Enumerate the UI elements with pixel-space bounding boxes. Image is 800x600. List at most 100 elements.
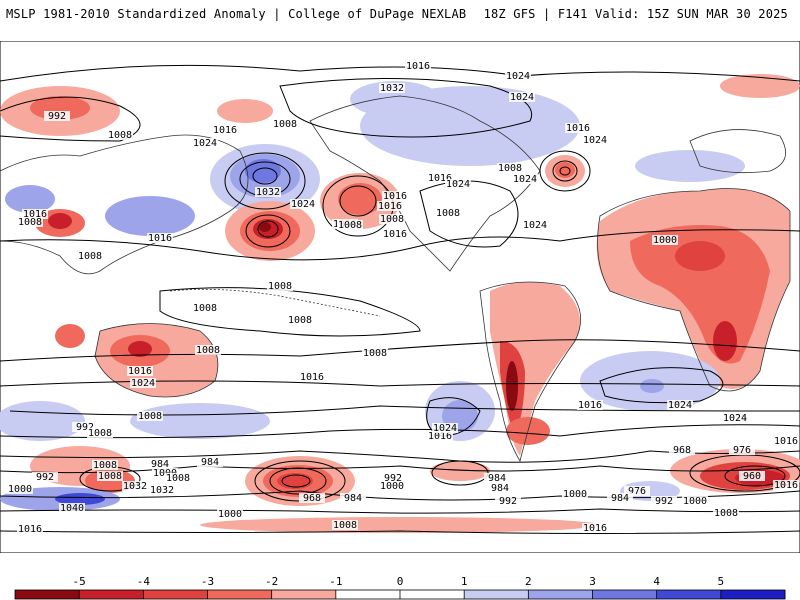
isobar-label: 1016 — [428, 173, 452, 184]
isobar-label: 1000 — [380, 481, 404, 492]
isobar-label: 1016 — [300, 372, 324, 383]
isobar-label: 1008 — [98, 471, 122, 482]
isobar-label: 992 — [76, 422, 94, 433]
isobar-label-bg — [565, 123, 591, 133]
isobar-label-bg — [127, 366, 153, 376]
isobar-label: 984 — [151, 459, 169, 470]
isobar-label-bg — [624, 486, 650, 496]
colorbar-tick-label: 2 — [525, 575, 532, 588]
isobar-label-bg — [212, 125, 238, 135]
colorbar-tick-label: -1 — [329, 575, 342, 588]
isobar-label: 992 — [384, 473, 402, 484]
isobar-label-bg — [147, 459, 173, 469]
colorbar-tick-label: 4 — [653, 575, 660, 588]
colorbar-swatch — [15, 590, 80, 599]
isobar-label: 1024 — [433, 423, 457, 434]
colorbar-swatch — [400, 590, 465, 599]
isobar-label-bg — [379, 481, 405, 491]
isobar-label: 976 — [733, 445, 751, 456]
isobar-label-bg — [722, 413, 748, 423]
isobar-label: 1024 — [523, 220, 547, 231]
isobar-label: 1008 — [196, 345, 220, 356]
isobar-label-bg — [72, 422, 98, 432]
isobar-label-bg — [405, 61, 431, 71]
isobar-label: 1016 — [23, 209, 47, 220]
isobar-label: 1040 — [60, 503, 84, 514]
isobar-label-bg — [729, 445, 755, 455]
isobar-label: 968 — [673, 445, 691, 456]
isobar-label: 1016 — [566, 123, 590, 134]
isobar-label-bg — [652, 235, 678, 245]
isobar-label-bg — [379, 214, 405, 224]
isobar-label: 1016 — [406, 61, 430, 72]
isobar-label-bg — [7, 484, 33, 494]
isobar-label: 976 — [628, 486, 646, 497]
isobar-label-bg — [272, 119, 298, 129]
isobar-label-bg — [651, 496, 677, 506]
isobar-label: 1008 — [436, 208, 460, 219]
colorbar-ticks: -5 -4 -3 -2 -1 0 1 2 3 4 5 — [73, 575, 724, 599]
isobar-label-bg — [107, 130, 133, 140]
isobar-label: 1024 — [513, 174, 537, 185]
isobar-label: 1016 — [128, 366, 152, 377]
isobar-label: 1016 — [383, 191, 407, 202]
isobar-label: 1008 — [273, 119, 297, 130]
isobar-label: 1024 — [668, 400, 692, 411]
isobar-label-bg — [97, 471, 123, 481]
isobar-label: 1032 — [123, 481, 147, 492]
isobar-label: 1008 — [166, 473, 190, 484]
isobar-label-bg — [195, 345, 221, 355]
isobar-label-bg — [667, 400, 693, 410]
isobar-label: 1016 — [583, 523, 607, 534]
isobar-label-bg — [22, 209, 48, 219]
colorbar-swatch — [207, 590, 273, 599]
isobar-label-bg — [17, 524, 43, 534]
isobar-label-bg — [582, 523, 608, 533]
isobar-label: 1008 — [268, 281, 292, 292]
isobar-label-bg — [497, 163, 523, 173]
colorbar-tick-label: -3 — [201, 575, 214, 588]
colorbar-swatch — [720, 590, 786, 599]
isobar-label: 1024 — [506, 71, 530, 82]
isobar-label: 1000 — [218, 509, 242, 520]
isobar-label-bg — [377, 201, 403, 211]
isobar-label: 992 — [36, 472, 54, 483]
isobar-label: 1008 — [78, 251, 102, 262]
colorbar-tick-label: -2 — [265, 575, 278, 588]
isobar-label: 1000 — [683, 496, 707, 507]
isobar-label: 984 — [344, 493, 362, 504]
isobar-label: 1024 — [510, 92, 534, 103]
isobar-label: 1016 — [18, 524, 42, 535]
isobar-label: 1008 — [338, 220, 362, 231]
isobar-label-bg — [17, 217, 43, 227]
isobar-label: 984 — [611, 493, 629, 504]
isobar-label: 1016 — [383, 229, 407, 240]
isobar-label-bg — [32, 472, 58, 482]
isobar-label-bg — [435, 208, 461, 218]
isobar-label-bg — [255, 187, 281, 197]
isobar-label: 1008 — [18, 217, 42, 228]
colorbar-swatch — [592, 590, 658, 599]
colorbar-tick-label: 0 — [397, 575, 404, 588]
isobar-label: 1016 — [774, 436, 798, 447]
isobar-label: 1032 — [150, 485, 174, 496]
isobar-label: 1024 — [193, 138, 217, 149]
isobar-label-bg — [130, 378, 156, 388]
colorbar-swatches — [14, 589, 786, 600]
isobar-label-bg — [92, 460, 118, 470]
colorbar-tick-label: 1 — [461, 575, 468, 588]
isobar-label-bg — [382, 229, 408, 239]
isobar-label-bg — [427, 431, 453, 441]
isobar-label: 1024 — [446, 179, 470, 190]
isobar-label: 1008 — [333, 520, 357, 531]
isobar-label: 984 — [488, 473, 506, 484]
isobar-label-bg — [147, 233, 173, 243]
isobar-label-bg — [299, 372, 325, 382]
isobar-label-bg — [582, 135, 608, 145]
isobar-label-bg — [165, 473, 191, 483]
isobar-label: 1024 — [583, 135, 607, 146]
isobar-label: 984 — [491, 483, 509, 494]
isobar-label: 984 — [201, 457, 219, 468]
